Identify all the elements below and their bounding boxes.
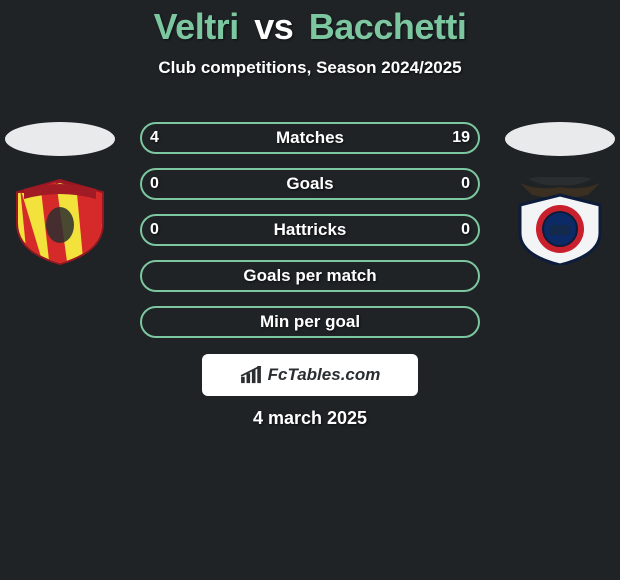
stat-right-value: 0: [434, 175, 470, 193]
benevento-crest-icon: [10, 177, 110, 265]
vs-separator: vs: [254, 6, 293, 47]
stat-row-goals-per-match: Goals per match: [140, 260, 480, 292]
stat-row-hattricks: 0 Hattricks 0: [140, 214, 480, 246]
casertana-crest-icon: [510, 177, 610, 265]
stat-left-value: 4: [150, 129, 186, 147]
stat-row-matches: 4 Matches 19: [140, 122, 480, 154]
subtitle: Club competitions, Season 2024/2025: [0, 58, 620, 78]
stat-label: Hattricks: [186, 220, 434, 240]
stat-right-value: 19: [434, 129, 470, 147]
stat-left-value: 0: [150, 221, 186, 239]
stat-row-min-per-goal: Min per goal: [140, 306, 480, 338]
player2-name: Bacchetti: [309, 6, 467, 47]
stat-bars: 4 Matches 19 0 Goals 0 0 Hattricks 0 Goa…: [140, 122, 480, 352]
player-ellipse-left: [5, 122, 115, 156]
team-crest-right: [510, 177, 610, 265]
stat-label: Min per goal: [186, 312, 434, 332]
page-title: Veltri vs Bacchetti: [0, 6, 620, 48]
stat-label: Matches: [186, 128, 434, 148]
stat-row-goals: 0 Goals 0: [140, 168, 480, 200]
team-crest-left: [10, 177, 110, 265]
stat-left-value: 0: [150, 175, 186, 193]
player-ellipse-right: [505, 122, 615, 156]
stat-right-value: 0: [434, 221, 470, 239]
player1-name: Veltri: [154, 6, 239, 47]
bar-chart-icon: [240, 366, 262, 384]
branding-text: FcTables.com: [268, 365, 381, 385]
branding-badge: FcTables.com: [202, 354, 418, 396]
date-line: 4 march 2025: [0, 408, 620, 429]
stat-label: Goals: [186, 174, 434, 194]
stat-label: Goals per match: [186, 266, 434, 286]
